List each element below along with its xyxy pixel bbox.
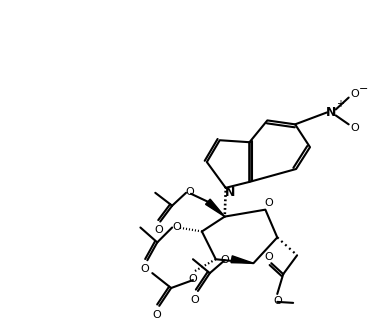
Text: N: N (225, 186, 235, 199)
Text: O: O (186, 187, 194, 197)
Text: O: O (264, 252, 273, 262)
Text: N: N (325, 106, 336, 119)
Polygon shape (231, 256, 254, 263)
Text: O: O (189, 274, 197, 284)
Text: O: O (350, 89, 359, 99)
Text: −: − (359, 84, 368, 94)
Text: O: O (220, 255, 229, 265)
Text: O: O (264, 198, 273, 208)
Text: O: O (152, 310, 161, 320)
Text: O: O (350, 123, 359, 133)
Text: O: O (173, 221, 181, 232)
Polygon shape (206, 199, 225, 217)
Text: +: + (336, 98, 344, 109)
Text: O: O (140, 264, 149, 274)
Text: O: O (154, 225, 163, 236)
Text: O: O (273, 296, 282, 306)
Text: O: O (191, 295, 199, 305)
